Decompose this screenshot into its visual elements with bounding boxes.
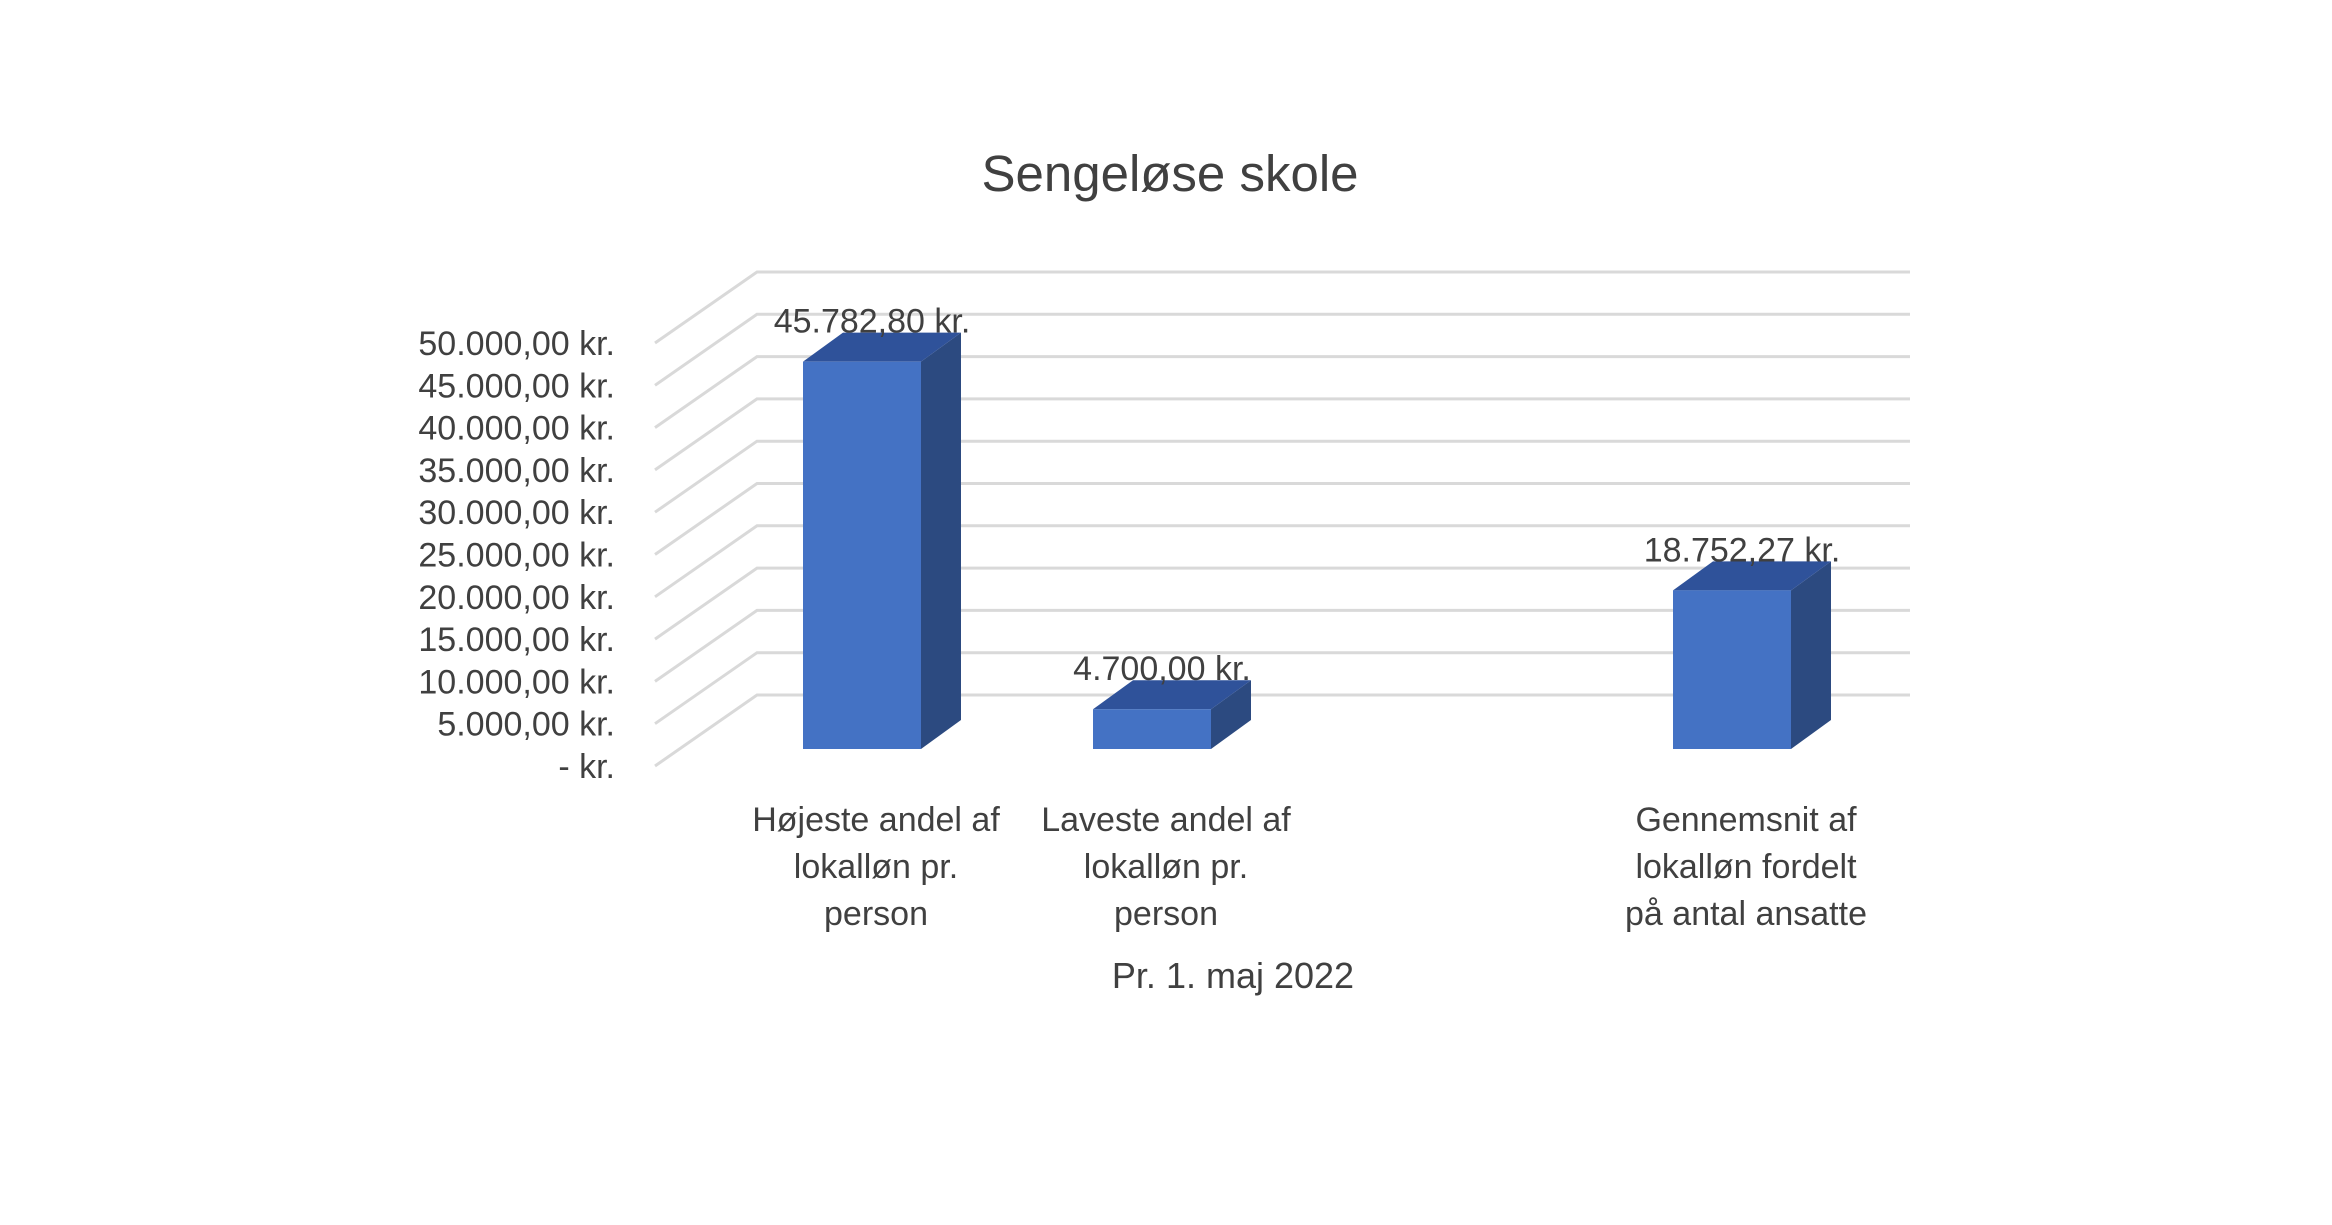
y-tick-label-9: 45.000,00 kr. [418,367,615,405]
gridlines [654,270,1910,768]
x-axis-title: Pr. 1. maj 2022 [1112,955,1354,996]
gridline-6 [654,439,1910,514]
gridline-0 [654,693,1910,768]
chart-title: Sengeløse skole [981,145,1358,202]
bar-3 [1673,590,1791,749]
gridline-5 [654,482,1910,556]
y-tick-label-8: 40.000,00 kr. [418,410,615,448]
gridline-9 [654,312,1910,387]
x-category-label-3-1: lokalløn fordelt [1635,848,1857,886]
y-tick-label-7: 35.000,00 kr. [418,452,615,490]
data-label-1: 4.700,00 kr. [1073,650,1251,688]
x-category-label-0-0: Højeste andel af [752,801,1000,839]
bar-top-0 [803,332,961,362]
y-tick-label-6: 30.000,00 kr. [418,494,615,532]
y-tick-label-10: 50.000,00 kr. [418,325,615,363]
gridline-2 [654,608,1910,683]
gridline-4 [654,524,1910,599]
x-category-label-1-2: person [1114,895,1218,933]
x-axis-category-labels: Højeste andel af lokalløn pr. person Lavest… [752,801,1867,933]
bar-0 [803,361,921,749]
x-category-label-0-1: lokalløn pr. [794,848,958,886]
y-tick-label-0: - kr. [558,748,615,786]
x-category-label-3-2: på antal ansatte [1625,895,1867,933]
x-category-label-0-2: person [824,895,928,933]
bar-side-1 [1211,680,1251,749]
gridline-10 [654,270,1910,345]
data-labels: 45.782,80 kr. 4.700,00 kr. 18.752,27 kr. [774,303,1841,689]
gridline-1 [654,651,1910,725]
y-tick-label-4: 20.000,00 kr. [418,579,615,617]
bar-top-1 [1093,680,1251,710]
y-tick-label-2: 10.000,00 kr. [418,663,615,701]
x-category-label-3-0: Gennemsnit af [1635,801,1857,839]
gridline-7 [654,397,1910,472]
x-category-label-1-0: Laveste andel af [1041,801,1291,839]
gridline-3 [654,566,1910,641]
bar-top-3 [1673,561,1831,591]
bars [803,332,1831,749]
y-tick-label-3: 15.000,00 kr. [418,621,615,659]
x-category-label-1-1: lokalløn pr. [1084,848,1248,886]
y-tick-label-5: 25.000,00 kr. [418,537,615,575]
data-label-0: 45.782,80 kr. [774,303,971,341]
gridline-8 [654,355,1910,429]
bar-1 [1093,709,1211,749]
data-label-3: 18.752,27 kr. [1644,531,1841,569]
bar-side-3 [1791,561,1831,749]
bar-side-0 [921,332,961,749]
y-tick-label-1: 5.000,00 kr. [437,706,615,744]
y-axis-tick-labels: - kr. 5.000,00 kr. 10.000,00 kr. 15.000,00 … [418,325,615,786]
